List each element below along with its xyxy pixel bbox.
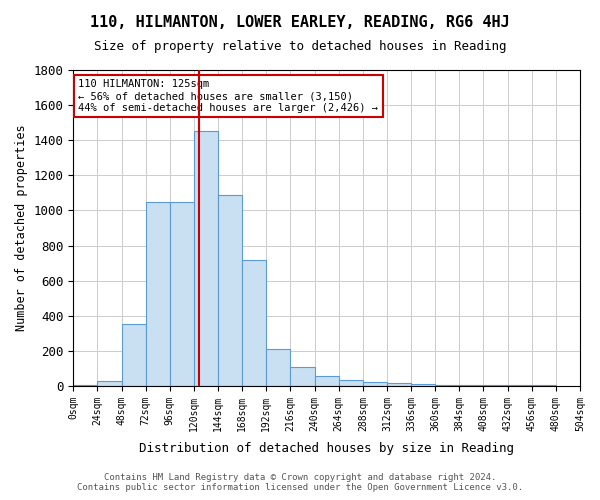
Bar bbox=[387, 384, 411, 386]
Bar bbox=[122, 324, 146, 386]
Text: Contains public sector information licensed under the Open Government Licence v3: Contains public sector information licen… bbox=[77, 484, 523, 492]
Bar bbox=[146, 202, 170, 386]
Text: Contains HM Land Registry data © Crown copyright and database right 2024.: Contains HM Land Registry data © Crown c… bbox=[104, 474, 496, 482]
Bar bbox=[218, 194, 242, 386]
Bar bbox=[97, 380, 122, 386]
Bar bbox=[314, 376, 339, 386]
Text: 110, HILMANTON, LOWER EARLEY, READING, RG6 4HJ: 110, HILMANTON, LOWER EARLEY, READING, R… bbox=[90, 15, 510, 30]
Bar bbox=[339, 380, 363, 386]
Y-axis label: Number of detached properties: Number of detached properties bbox=[15, 124, 28, 332]
Bar bbox=[411, 384, 435, 386]
Bar bbox=[363, 382, 387, 386]
Bar bbox=[508, 385, 532, 386]
Bar bbox=[435, 384, 460, 386]
Bar bbox=[170, 202, 194, 386]
Bar bbox=[266, 349, 290, 386]
Bar bbox=[460, 385, 484, 386]
Text: 110 HILMANTON: 125sqm
← 56% of detached houses are smaller (3,150)
44% of semi-d: 110 HILMANTON: 125sqm ← 56% of detached … bbox=[79, 80, 379, 112]
Bar bbox=[484, 385, 508, 386]
Text: Size of property relative to detached houses in Reading: Size of property relative to detached ho… bbox=[94, 40, 506, 53]
Bar bbox=[73, 385, 97, 386]
X-axis label: Distribution of detached houses by size in Reading: Distribution of detached houses by size … bbox=[139, 442, 514, 455]
Bar bbox=[290, 366, 314, 386]
Bar bbox=[242, 260, 266, 386]
Bar bbox=[194, 132, 218, 386]
